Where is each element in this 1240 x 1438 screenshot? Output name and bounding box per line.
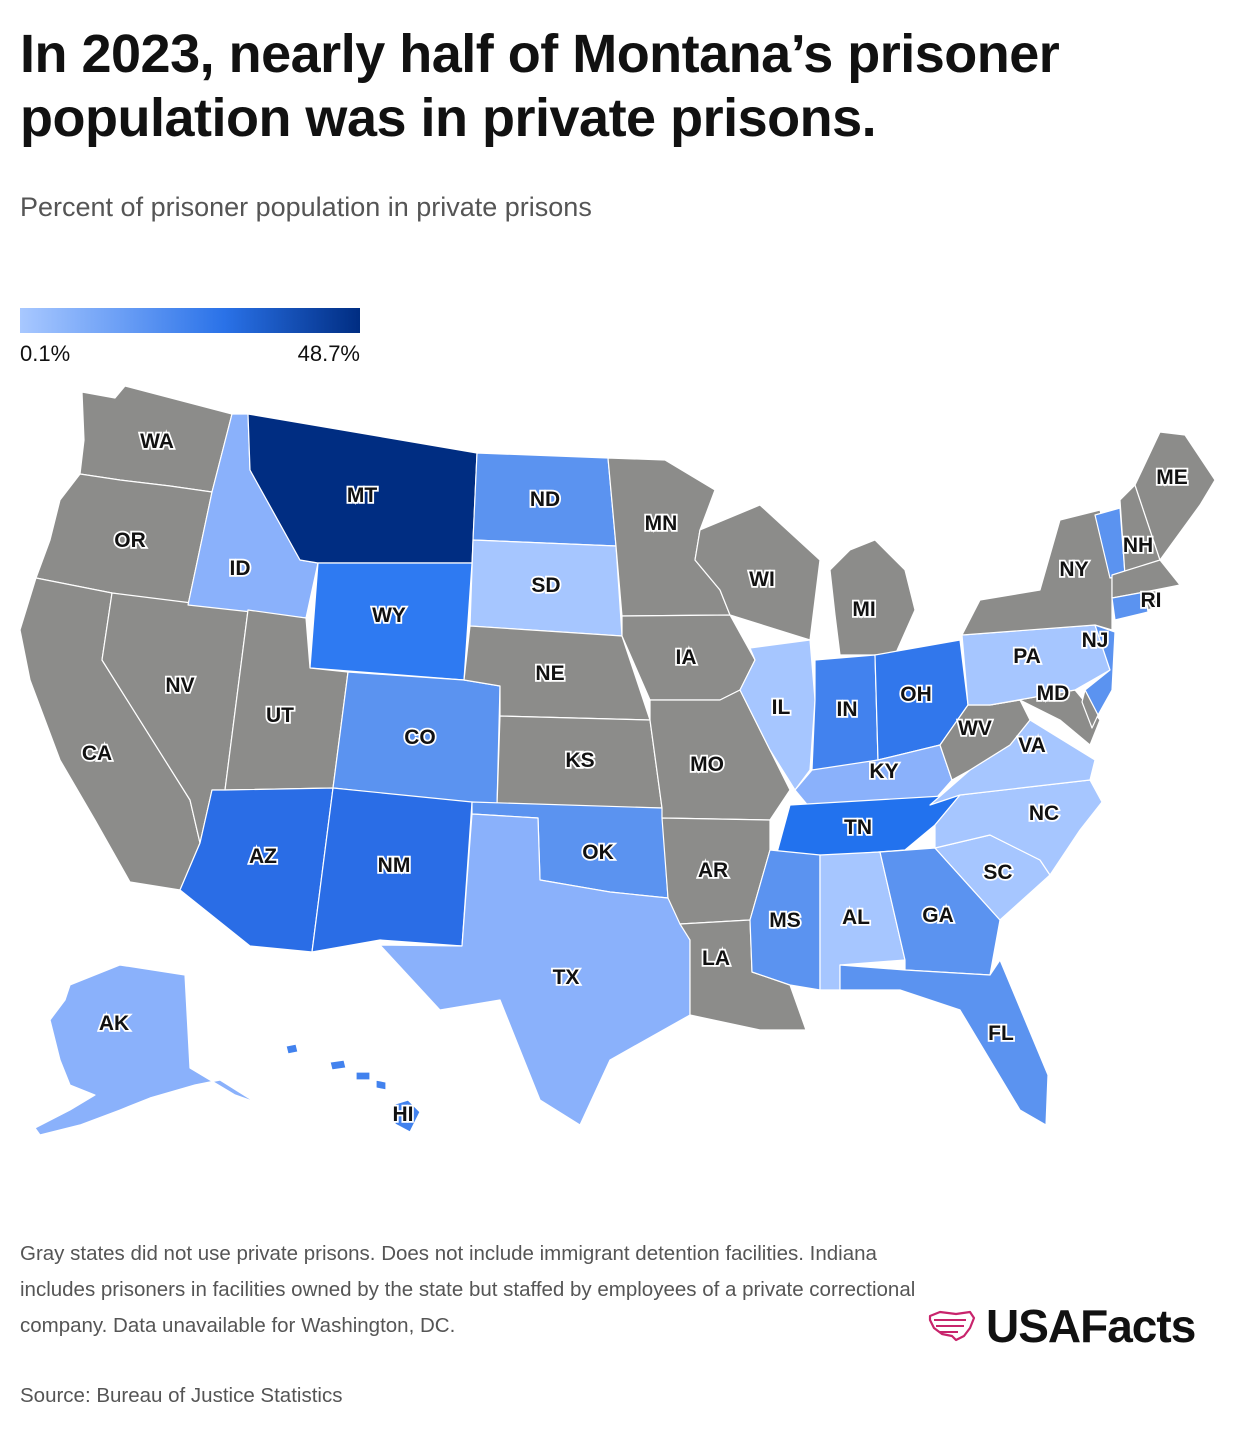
label-WI: WI <box>749 568 775 591</box>
label-IL: IL <box>772 696 791 719</box>
label-WV: WV <box>958 717 992 740</box>
chart-subtitle: Percent of prisoner population in privat… <box>20 192 592 222</box>
label-CO: CO <box>404 726 436 749</box>
label-HI: HI <box>393 1103 414 1126</box>
label-MS: MS <box>769 909 801 932</box>
state-MA[interactable] <box>1111 559 1181 599</box>
label-AL: AL <box>842 906 870 929</box>
state-NC[interactable] <box>934 779 1103 876</box>
label-NV: NV <box>165 674 194 697</box>
label-IN: IN <box>837 698 858 721</box>
color-legend: 0.1% 48.7% <box>20 308 360 371</box>
state-RI[interactable] <box>1144 589 1163 611</box>
state-HI[interactable] <box>394 1099 421 1133</box>
label-WA: WA <box>140 430 174 453</box>
label-SC: SC <box>983 861 1012 884</box>
label-CA: CA <box>82 742 112 765</box>
label-AZ: AZ <box>249 845 277 868</box>
label-RI: RI <box>1141 589 1162 612</box>
label-NY: NY <box>1059 558 1088 581</box>
label-ME: ME <box>1156 466 1188 489</box>
label-NM: NM <box>378 854 411 877</box>
label-GA: GA <box>922 904 954 927</box>
label-ID: ID <box>230 557 251 580</box>
label-MI: MI <box>852 598 875 621</box>
state-WI[interactable] <box>694 504 821 641</box>
label-ND: ND <box>530 488 560 511</box>
source-note: Source: Bureau of Justice Statistics <box>20 1384 343 1407</box>
state-NM[interactable] <box>311 787 473 953</box>
label-MT: MT <box>347 484 377 507</box>
label-NJ: NJ <box>1082 629 1109 652</box>
label-NC: NC <box>1029 802 1059 825</box>
us-choropleth-map: WA OR CA NV ID MT WY UT CO AZ NM ND SD N… <box>19 385 1216 1136</box>
label-LA: LA <box>702 947 730 970</box>
state-MO[interactable] <box>649 689 791 821</box>
state-FL[interactable] <box>839 959 1049 1126</box>
state-NY[interactable] <box>961 509 1113 636</box>
state-TX[interactable] <box>379 813 691 1126</box>
label-NH: NH <box>1123 534 1153 557</box>
label-OR: OR <box>114 529 146 552</box>
label-SD: SD <box>531 574 560 597</box>
label-KY: KY <box>869 760 898 783</box>
label-FL: FL <box>988 1022 1014 1045</box>
label-PA: PA <box>1013 645 1041 668</box>
label-NE: NE <box>535 662 564 685</box>
state-KY[interactable] <box>794 744 953 809</box>
state-AK[interactable] <box>34 964 256 1136</box>
legend-max-label: 48.7% <box>297 341 360 366</box>
chart-title: In 2023, nearly half of Montana’s prison… <box>20 24 1060 148</box>
legend-min-label: 0.1% <box>20 341 71 366</box>
label-UT: UT <box>266 704 294 727</box>
state-labels: WA OR CA NV ID MT WY UT CO AZ NM ND SD N… <box>80 428 1189 1128</box>
label-TN: TN <box>844 816 872 839</box>
state-DE[interactable] <box>1081 689 1099 729</box>
legend-gradient-bar <box>20 308 360 333</box>
label-TX: TX <box>553 966 580 989</box>
label-OK: OK <box>582 841 614 864</box>
footnote: Gray states did not use private prisons.… <box>20 1242 916 1337</box>
label-MO: MO <box>690 753 724 776</box>
label-IA: IA <box>676 646 697 669</box>
label-AK: AK <box>99 1012 129 1035</box>
label-OH: OH <box>900 683 932 706</box>
usafacts-logo[interactable]: USAFacts <box>926 1296 1196 1356</box>
brand-name: USAFacts <box>986 1300 1196 1352</box>
state-shapes <box>19 385 1216 1136</box>
label-AR: AR <box>698 859 728 882</box>
label-VA: VA <box>1018 734 1046 757</box>
state-ME[interactable] <box>1134 431 1216 561</box>
label-WY: WY <box>372 604 406 627</box>
label-KS: KS <box>565 749 594 772</box>
label-MD: MD <box>1037 682 1070 705</box>
state-MI[interactable] <box>829 539 916 656</box>
state-HI-isles[interactable] <box>285 1043 387 1091</box>
usa-map-logo-icon <box>928 1310 976 1342</box>
state-CT[interactable] <box>1111 591 1149 621</box>
label-MN: MN <box>645 512 678 535</box>
